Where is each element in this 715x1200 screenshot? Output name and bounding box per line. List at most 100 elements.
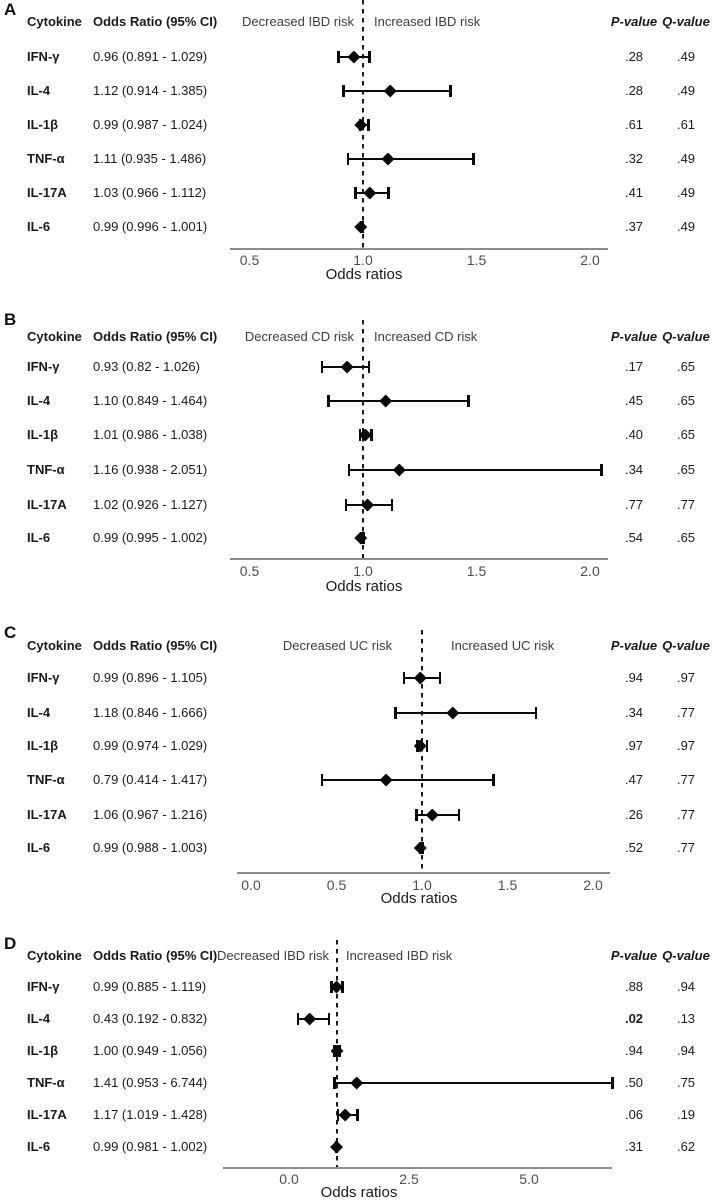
ci-line: [334, 1081, 613, 1085]
direction-label-decreased: Decreased UC risk: [282, 638, 392, 653]
q-value: .65: [676, 462, 696, 477]
col-header-odds-ratio: Odds Ratio (95% CI): [93, 948, 218, 963]
col-header-p-value: P-value: [610, 14, 658, 29]
or-diamond-marker: [425, 808, 439, 822]
cytokine-label: TNF-α: [27, 1075, 65, 1090]
cytokine-label: IL-6: [27, 1139, 51, 1154]
p-value: .34: [624, 705, 644, 720]
direction-label-increased: Increased IBD risk: [374, 14, 481, 29]
x-axis-title: Odds ratios: [320, 1184, 398, 1200]
or-diamond-marker: [330, 1044, 344, 1058]
x-axis-line: [230, 248, 608, 250]
odds-ratio-ci-text: 1.12 (0.914 - 1.385): [93, 83, 208, 98]
cytokine-label: IL-1β: [27, 738, 59, 753]
odds-ratio-ci-text: 0.43 (0.192 - 0.832): [93, 1011, 208, 1026]
p-value: .52: [624, 840, 644, 855]
odds-ratio-ci-text: 0.99 (0.995 - 1.002): [93, 530, 208, 545]
cytokine-label: IFN-γ: [27, 670, 60, 685]
odds-ratio-ci-text: 0.93 (0.82 - 1.026): [93, 359, 200, 374]
ci-cap-left: [327, 395, 330, 407]
odds-ratio-ci-text: 0.99 (0.974 - 1.029): [93, 738, 208, 753]
ci-cap-right: [534, 707, 538, 719]
ci-cap-left: [394, 707, 397, 719]
col-header-q-value: Q-value: [662, 948, 710, 963]
p-value: .31: [624, 1139, 644, 1154]
odds-ratio-ci-text: 0.99 (0.885 - 1.119): [93, 979, 207, 994]
odds-ratio-ci-text: 0.99 (0.988 - 1.003): [93, 840, 208, 855]
odds-ratio-ci-text: 1.06 (0.967 - 1.216): [93, 807, 208, 822]
panel-letter: B: [4, 310, 17, 329]
x-tick-label: 1.5: [466, 252, 487, 268]
odds-ratio-ci-text: 1.17 (1.019 - 1.428): [93, 1107, 208, 1122]
col-header-odds-ratio: Odds Ratio (95% CI): [93, 638, 218, 653]
direction-label-decreased: Decreased IBD risk: [217, 948, 329, 963]
or-diamond-marker: [330, 1140, 344, 1154]
col-header-p-value: P-value: [610, 638, 658, 653]
p-value: .47: [624, 772, 644, 787]
cytokine-label: IL-6: [27, 219, 51, 234]
ci-line: [348, 157, 474, 161]
x-axis-title: Odds ratios: [325, 578, 403, 595]
q-value: .77: [676, 772, 696, 787]
p-value: .06: [624, 1107, 644, 1122]
ci-cap-left: [320, 774, 324, 786]
cytokine-label: IL-17A: [27, 497, 67, 512]
col-header-odds-ratio: Odds Ratio (95% CI): [93, 14, 218, 29]
col-header-q-value: Q-value: [662, 329, 710, 344]
or-diamond-marker: [361, 498, 375, 512]
or-diamond-marker: [330, 980, 344, 994]
panel-letter: A: [4, 0, 17, 19]
p-value: .28: [624, 83, 644, 98]
col-header-p-value: P-value: [610, 329, 658, 344]
ci-cap-left: [320, 361, 324, 373]
cytokine-label: IL-4: [27, 393, 51, 408]
q-value: .49: [676, 185, 696, 200]
p-value: .50: [624, 1075, 644, 1090]
q-value: .49: [676, 151, 696, 166]
odds-ratio-ci-text: 0.79 (0.414 - 1.417): [93, 772, 208, 787]
ci-cap-right: [327, 1013, 331, 1025]
q-value: .13: [676, 1011, 696, 1026]
or-diamond-marker: [392, 463, 406, 477]
or-diamond-marker: [379, 773, 393, 787]
direction-label-decreased: Decreased IBD risk: [242, 14, 354, 29]
cytokine-label: IL-1β: [27, 117, 59, 132]
odds-ratio-ci-text: 1.10 (0.849 - 1.464): [93, 393, 208, 408]
x-tick-label: 1.5: [466, 563, 487, 579]
direction-label-increased: Increased UC risk: [451, 638, 555, 653]
cytokine-label: IL-4: [27, 1011, 51, 1026]
p-value: .40: [624, 427, 644, 442]
ci-cap-left: [336, 1109, 340, 1121]
odds-ratio-ci-text: 0.99 (0.981 - 1.002): [93, 1139, 208, 1154]
q-value: .49: [676, 49, 696, 64]
q-value: .61: [676, 117, 696, 132]
x-tick-label: 0.0: [241, 877, 261, 893]
col-header-cytokine: Cytokine: [27, 948, 82, 963]
q-value: .75: [676, 1075, 696, 1090]
ci-cap-right: [467, 395, 470, 407]
col-header-q-value: Q-value: [662, 14, 710, 29]
odds-ratio-ci-text: 1.01 (0.986 - 1.038): [93, 427, 208, 442]
p-value: .34: [624, 462, 644, 477]
panel-a: A Cytokine Odds Ratio (95% CI) Decreased IB…: [0, 0, 715, 310]
x-tick-label: 1.0: [353, 563, 373, 579]
panel-b: B Cytokine Odds Ratio (95% CI) Decreased CD…: [0, 310, 715, 620]
panel-letter: C: [4, 623, 17, 642]
ci-cap-left: [346, 153, 350, 165]
q-value: .19: [676, 1107, 696, 1122]
ci-cap-right: [367, 361, 371, 373]
q-value: .94: [676, 979, 696, 994]
cytokine-label: IFN-γ: [27, 979, 60, 994]
ci-line: [395, 711, 536, 715]
ci-line: [328, 399, 469, 403]
cytokine-label: IL-1β: [27, 1043, 59, 1058]
col-header-odds-ratio: Odds Ratio (95% CI): [93, 329, 218, 344]
ci-cap-left: [402, 672, 406, 684]
or-diamond-marker: [446, 706, 460, 720]
p-value: .02: [624, 1011, 644, 1026]
x-axis-title: Odds ratios: [325, 266, 403, 283]
ci-cap-left: [333, 1077, 336, 1089]
or-diamond-marker: [379, 394, 393, 408]
p-value: .77: [624, 497, 644, 512]
